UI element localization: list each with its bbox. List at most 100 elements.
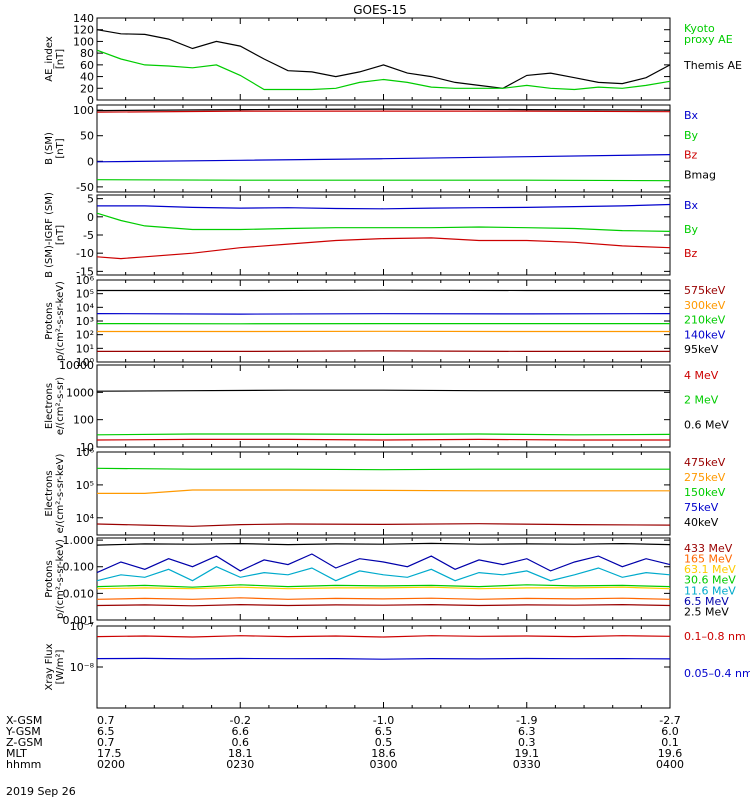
footer-value: -1.9: [516, 714, 537, 727]
legend-entry: 2.5 MeV: [684, 605, 729, 618]
panel-frame: [96, 537, 671, 621]
y-tick-label: 10⁴: [76, 301, 95, 314]
footer-value: -0.2: [230, 714, 251, 727]
panel-frame: [96, 625, 671, 709]
y-tick-label: 0: [87, 94, 94, 107]
footer-value: 6.5: [375, 725, 393, 738]
series-line: [96, 542, 671, 546]
orbit-footer: X-GSM 0.7 -0.2 -1.0 -1.9 -2.7 Y-GSM 6.5 6.6 6.5 6.…: [5, 714, 684, 771]
y-tick-label: 0: [87, 155, 94, 168]
footer-row-label: Y-GSM: [5, 725, 41, 738]
y-tick-label: 10⁶: [76, 446, 95, 459]
footer-value: 0.1: [661, 736, 679, 749]
legend-entry: By: [684, 223, 699, 236]
legend-entry: 165 MeV: [684, 553, 733, 566]
panel-6: 10⁴ 10⁵ 10⁶ Electrons e/(cm²-s-sr-keV) 475keV…: [44, 446, 726, 536]
legend-entry: 210keV: [684, 314, 726, 327]
series-line: [96, 657, 671, 660]
footer-row-label: X-GSM: [6, 714, 42, 727]
panel-2: -50 0 50 100 B (SM) [nT] Bx By Bz Bmag: [44, 104, 716, 194]
series-line: [96, 597, 671, 600]
series-line: [96, 154, 671, 163]
footer-value: -1.0: [373, 714, 394, 727]
series-line: [96, 566, 671, 582]
y-tick-label: 5: [87, 193, 94, 206]
legend-entry: 2 MeV: [684, 394, 719, 407]
panel-3: -15 -10 -5 0 5 B (SM)-IGRF (SM) [nT] Bx By Bz: [44, 192, 699, 278]
footer-row-label: MLT: [6, 747, 27, 760]
y-axis-label: [nT]: [55, 49, 66, 69]
y-axis-label: Protons: [44, 560, 55, 597]
series-line: [96, 586, 671, 590]
y-axis-label: [nT]: [55, 225, 66, 245]
footer-value: 0.7: [97, 714, 115, 727]
y-tick-label: 80: [80, 47, 94, 60]
legend-entry: Bx: [684, 109, 699, 122]
series-line: [96, 584, 671, 588]
y-axis-label: Electrons: [44, 470, 55, 516]
legend-entry: 275keV: [684, 471, 726, 484]
y-tick-label: 20: [80, 82, 94, 95]
y-tick-label: -5: [83, 229, 94, 242]
series-line: [97, 350, 670, 352]
series-line: [96, 29, 671, 89]
series-line: [96, 635, 671, 638]
legend-entry: By: [684, 129, 699, 142]
series-line: [96, 212, 671, 232]
y-tick-label: 40: [80, 71, 94, 84]
date-label: 2019 Sep 26: [6, 785, 76, 798]
legend-entry: 30.6 MeV: [684, 574, 736, 587]
footer-value: 18.6: [371, 747, 396, 760]
y-tick-label: 60: [80, 59, 94, 72]
panel-frame: [96, 104, 671, 193]
series-line: [96, 389, 670, 392]
y-tick-label: 0.100: [63, 561, 95, 574]
series-line: [96, 108, 671, 112]
footer-value: 0200: [97, 758, 125, 771]
y-tick-label: 140: [73, 12, 94, 25]
footer-value: 0.3: [518, 736, 536, 749]
footer-row-label: hhmm: [6, 758, 41, 771]
panel-frame: [96, 451, 671, 536]
y-axis-label: [nT]: [55, 138, 66, 158]
footer-value: 6.6: [232, 725, 250, 738]
legend-entry: Bmag: [684, 168, 716, 181]
y-tick-label: 10¹: [76, 342, 94, 355]
footer-value: 18.1: [228, 747, 253, 760]
y-tick-label: 100: [73, 414, 94, 427]
footer-value: 6.3: [518, 725, 536, 738]
y-axis-label: e/(cm²-s-sr-keV): [55, 454, 66, 534]
legend-entry: 95keV: [684, 343, 719, 356]
legend-entry: Bx: [684, 199, 699, 212]
legend-entry: 0.05–0.4 nm: [684, 667, 750, 680]
series-line: [96, 313, 671, 315]
y-axis-label: B (SM)-IGRF (SM): [44, 192, 55, 278]
y-tick-label: 10⁵: [76, 288, 94, 301]
y-axis-label: B (SM): [44, 132, 55, 165]
y-tick-label: 10: [80, 441, 94, 454]
panel-7: 0.001 0.010 0.100 1.000 Protons p/(cm²-s-sr-k…: [44, 534, 736, 627]
y-tick-label: 50: [80, 130, 94, 143]
legend-entry: 63.1 MeV: [684, 563, 736, 576]
footer-value: 0.7: [97, 736, 115, 749]
y-axis-label: AE_index: [44, 36, 55, 82]
legend-entry: 300keV: [684, 299, 726, 312]
y-tick-label: 1000: [66, 386, 94, 399]
y-tick-label: 10⁻⁷: [70, 620, 94, 633]
series-line: [96, 433, 671, 436]
y-tick-label: 10⁰: [76, 356, 95, 369]
footer-value: 0300: [370, 758, 398, 771]
legend-entry: 40keV: [684, 516, 719, 529]
footer-value: 19.6: [658, 747, 683, 760]
series-line: [97, 489, 670, 494]
y-axis-label: p/(cm²-s-sr-keV): [55, 281, 66, 361]
series-line: [96, 603, 671, 607]
footer-value: 0.6: [232, 736, 250, 749]
legend-entry: 140keV: [684, 328, 726, 341]
legend-entry: Bz: [684, 247, 698, 260]
y-axis-label: Xray Flux: [44, 643, 55, 690]
legend-entry: 11.6 MeV: [684, 584, 736, 597]
legend-entry: 6.5 MeV: [684, 595, 729, 608]
